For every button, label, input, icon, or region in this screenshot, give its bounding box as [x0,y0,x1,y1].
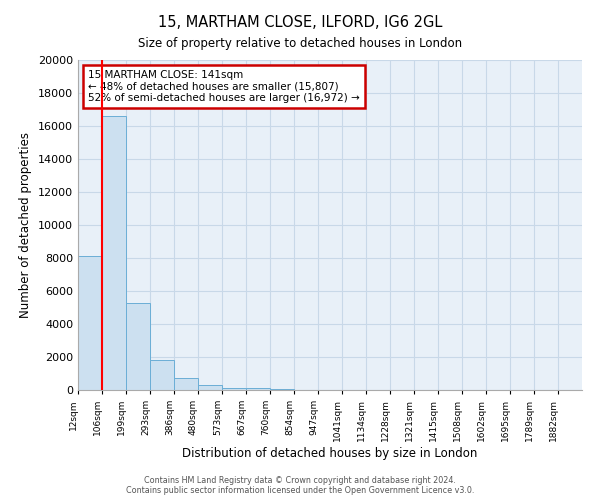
Bar [270,389,294,390]
Y-axis label: Number of detached properties: Number of detached properties [19,132,32,318]
Text: 15, MARTHAM CLOSE, ILFORD, IG6 2GL: 15, MARTHAM CLOSE, ILFORD, IG6 2GL [158,15,442,30]
Bar [150,360,174,390]
Bar [126,302,150,390]
Bar [222,388,246,390]
X-axis label: Distribution of detached houses by size in London: Distribution of detached houses by size … [182,446,478,460]
Text: Contains HM Land Registry data © Crown copyright and database right 2024.
Contai: Contains HM Land Registry data © Crown c… [126,476,474,495]
Bar [102,116,126,390]
Text: 15 MARTHAM CLOSE: 141sqm
← 48% of detached houses are smaller (15,807)
52% of se: 15 MARTHAM CLOSE: 141sqm ← 48% of detach… [88,70,360,103]
Bar [198,385,222,390]
Bar [246,388,270,390]
Bar [174,378,198,390]
Text: Size of property relative to detached houses in London: Size of property relative to detached ho… [138,38,462,51]
Bar [78,256,102,390]
